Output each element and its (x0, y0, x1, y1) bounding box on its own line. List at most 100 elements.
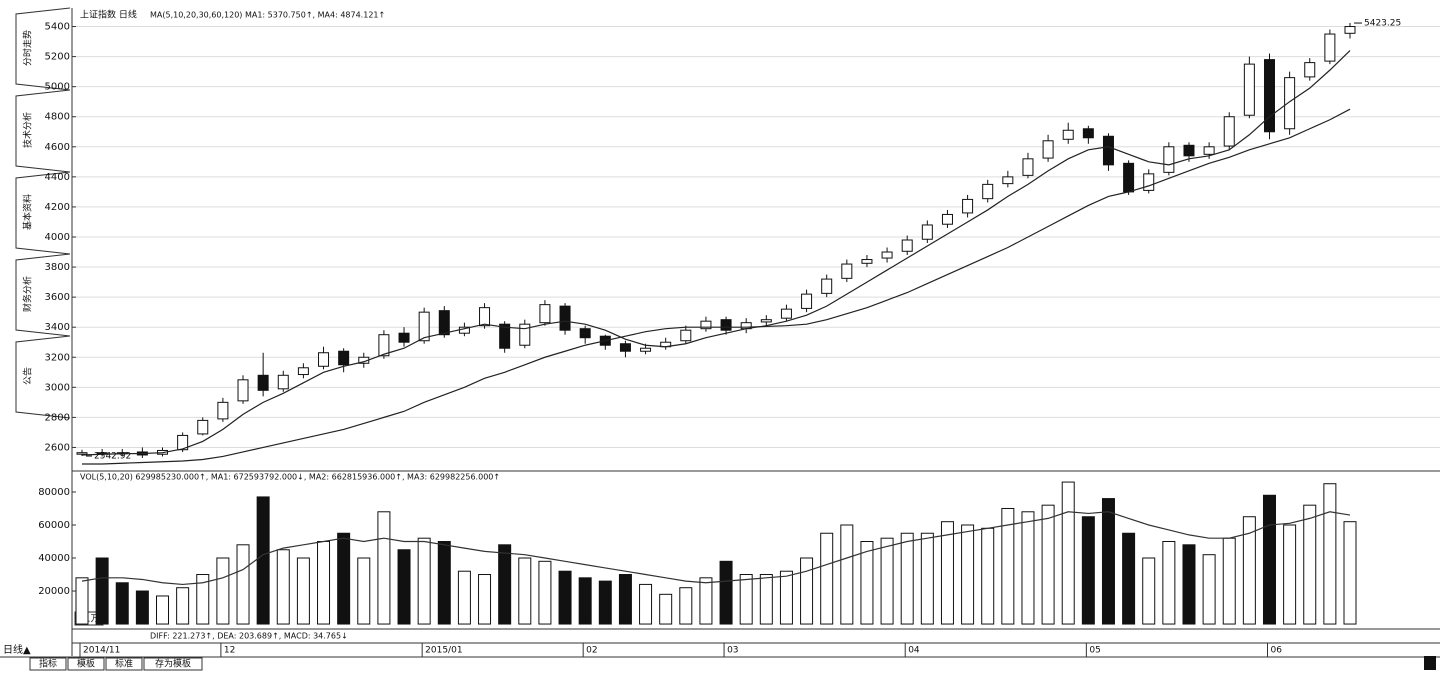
x-tick-label: 2015/01 (425, 646, 462, 656)
candle-body (438, 310, 450, 336)
period-label[interactable]: 日线▲ (3, 643, 31, 656)
volume-bar (659, 593, 673, 625)
scroll-thumb[interactable] (1424, 656, 1436, 670)
annotation-label: 2542.92 (94, 452, 131, 462)
y-tick-label: 5400 (45, 22, 70, 33)
bottom-tab-label[interactable]: 标准 (115, 658, 133, 670)
sidebar-tab-label[interactable]: 分时走势 (22, 30, 34, 66)
volume-bar (1323, 483, 1337, 625)
y-tick-label: 4600 (45, 142, 70, 153)
volume-bar (317, 540, 331, 625)
x-tick-label: 03 (727, 646, 738, 656)
volume-bar (216, 557, 230, 625)
volume-bar (478, 574, 492, 625)
y-tick-label: 4200 (45, 202, 70, 213)
volume-bar (115, 582, 129, 625)
candle-body (297, 367, 309, 376)
candle-body (1284, 77, 1296, 130)
chart-title: 上证指数 日线 (80, 9, 137, 21)
unit-label: X1万 (79, 615, 100, 625)
sidebar-tab[interactable] (15, 89, 71, 173)
volume-bar (618, 574, 632, 625)
candle-body (640, 347, 652, 352)
sidebar-tab-label[interactable]: 财务分析 (22, 276, 34, 312)
volume-bar (1222, 537, 1236, 625)
volume-bar (598, 580, 612, 625)
candle-body (559, 305, 571, 331)
volume-bar (1262, 494, 1276, 625)
candle-body (519, 323, 531, 346)
volume-bar (739, 574, 753, 625)
candle-body (1123, 162, 1135, 193)
candle-body (579, 328, 591, 339)
sidebar-tab[interactable] (15, 253, 71, 337)
y-tick-label: 3600 (45, 292, 70, 303)
y-tick-label: 5000 (45, 82, 70, 93)
y-tick-label: 2600 (45, 442, 70, 453)
candle-body (619, 343, 631, 352)
bottom-tab-label[interactable]: 指标 (39, 658, 57, 670)
candle-body (1082, 128, 1094, 139)
volume-bar (1041, 504, 1055, 625)
bottom-tab[interactable] (29, 657, 67, 671)
candle-body (217, 401, 229, 420)
volume-bar (1162, 540, 1176, 625)
y-tick-label: 3200 (45, 352, 70, 363)
candle-body (1223, 116, 1235, 147)
candle-body (861, 259, 873, 264)
volume-bar (337, 532, 351, 625)
bottom-tab-label[interactable]: 模板 (77, 658, 95, 670)
sidebar-tab[interactable] (15, 171, 71, 255)
volume-bar (1283, 524, 1297, 625)
bottom-tab[interactable] (67, 657, 105, 671)
ma-line (81, 50, 1351, 456)
candle-body (1062, 129, 1074, 140)
volume-bar (276, 549, 290, 625)
volume-bar (1242, 516, 1256, 625)
ma-line (81, 511, 1351, 586)
sidebar-tab-label[interactable]: 技术分析 (22, 112, 34, 148)
volume-bar (800, 557, 814, 625)
volume-bar (679, 587, 693, 625)
candle-body (1263, 59, 1275, 133)
volume-bar (900, 532, 914, 625)
volume-bar (196, 574, 210, 625)
volume-bar (75, 577, 89, 625)
candle-body (1042, 140, 1054, 159)
candle-body (338, 350, 350, 366)
volume-bar (779, 570, 793, 625)
candle-body (901, 239, 913, 252)
volume-bar (1303, 504, 1317, 625)
sidebar-tab-label[interactable]: 公告 (22, 367, 34, 385)
bottom-tab-label[interactable]: 存为模板 (155, 658, 191, 670)
volume-bar (377, 511, 391, 625)
x-tick-label: 04 (908, 646, 920, 656)
bottom-tab[interactable] (105, 657, 143, 671)
volume-bar (920, 532, 934, 625)
y-tick-label: 80000 (38, 487, 70, 498)
candle-body (499, 323, 511, 349)
volume-bar (558, 570, 572, 625)
candle-body (1002, 176, 1014, 185)
candle-body (237, 379, 249, 402)
y-tick-label: 4400 (45, 172, 70, 183)
volume-bar (176, 587, 190, 625)
sidebar-tab[interactable] (15, 7, 71, 91)
candle-body (539, 304, 551, 324)
volume-bar (820, 532, 834, 625)
volume-bar (759, 574, 773, 625)
volume-bar (156, 595, 170, 625)
volume-bar (296, 557, 310, 625)
candle-body (1102, 135, 1114, 166)
bottom-tab[interactable] (143, 657, 203, 671)
annotation-label: 5423.25 (1364, 19, 1401, 29)
volume-bar (719, 560, 733, 625)
y-tick-label: 4800 (45, 112, 70, 123)
candle-body (1243, 63, 1255, 116)
volume-bar (95, 557, 109, 625)
volume-title: VOL(5,10,20) 629985230.000↑, MA1: 672593… (80, 473, 500, 482)
volume-bar (1182, 544, 1196, 625)
candle-body (982, 183, 994, 200)
sidebar-tab[interactable] (15, 335, 71, 419)
sidebar-tab-label[interactable]: 基本资料 (22, 194, 34, 230)
